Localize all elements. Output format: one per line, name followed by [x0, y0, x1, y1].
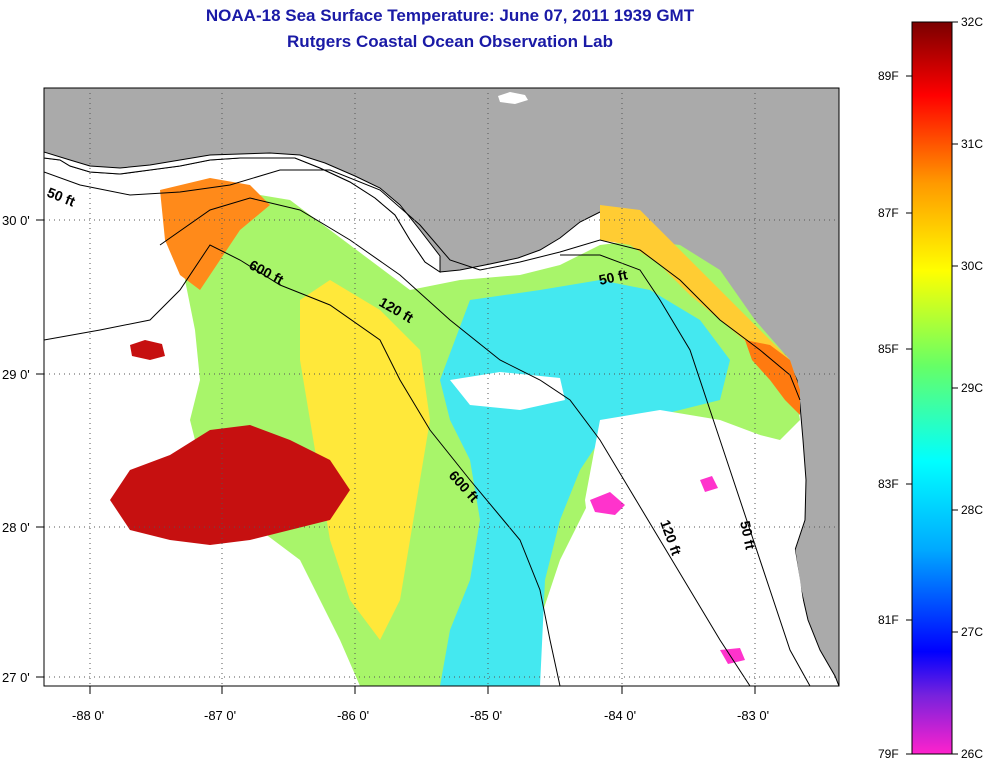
colorbar-fahrenheit-label: 89F	[878, 69, 899, 83]
colorbar-celsius-label: 28C	[961, 503, 983, 517]
colorbar-celsius-label: 31C	[961, 137, 983, 151]
map-subtitle: Rutgers Coastal Ocean Observation Lab	[287, 32, 613, 51]
contour-label: 50 ft	[737, 519, 759, 551]
colorbar-celsius-label: 27C	[961, 625, 983, 639]
lat-tick-label: 28 0'	[2, 520, 30, 535]
lon-tick-label: -85 0'	[470, 708, 502, 723]
colorbar-fahrenheit-label: 85F	[878, 342, 899, 356]
colorbar-fahrenheit-label: 83F	[878, 477, 899, 491]
contour-50ft-west	[44, 169, 801, 401]
sst-yellow-swath	[300, 280, 430, 640]
sst-orange-patch	[160, 178, 270, 290]
contour-label: 50 ft	[597, 266, 629, 288]
lat-tick-label: 27 0'	[2, 670, 30, 685]
lon-tick-label: -87 0'	[204, 708, 236, 723]
lon-tick-label: -83 0'	[737, 708, 769, 723]
axis-ticks	[36, 219, 756, 694]
contour-50ft-east	[560, 254, 811, 686]
contour-120ft	[159, 197, 751, 686]
contour-600ft	[44, 244, 561, 686]
colorbar-celsius-label: 26C	[961, 747, 983, 761]
lon-tick-label: -88 0'	[72, 708, 104, 723]
colorbar-celsius-label: 30C	[961, 259, 983, 273]
no-data-patch	[585, 410, 830, 686]
colorbar	[911, 21, 953, 755]
lon-tick-label: -86 0'	[337, 708, 369, 723]
map-title: NOAA-18 Sea Surface Temperature: June 07…	[205, 6, 695, 25]
colorbar-fahrenheit-label: 81F	[878, 613, 899, 627]
colorbar-celsius-label: 29C	[961, 381, 983, 395]
lat-tick-label: 29 0'	[2, 367, 30, 382]
colorbar-ticks	[906, 21, 958, 755]
lat-tick-label: 30 0'	[2, 213, 30, 228]
colorbar-fahrenheit-label: 87F	[878, 206, 899, 220]
sst-red-small-patch	[130, 340, 165, 360]
lon-tick-label: -84 0'	[604, 708, 636, 723]
colorbar-celsius-label: 32C	[961, 15, 983, 29]
colorbar-fahrenheit-label: 79F	[878, 747, 899, 761]
sst-orange-coast-patch	[745, 340, 800, 415]
coastline	[44, 151, 441, 273]
sst-red-patch	[110, 425, 350, 545]
